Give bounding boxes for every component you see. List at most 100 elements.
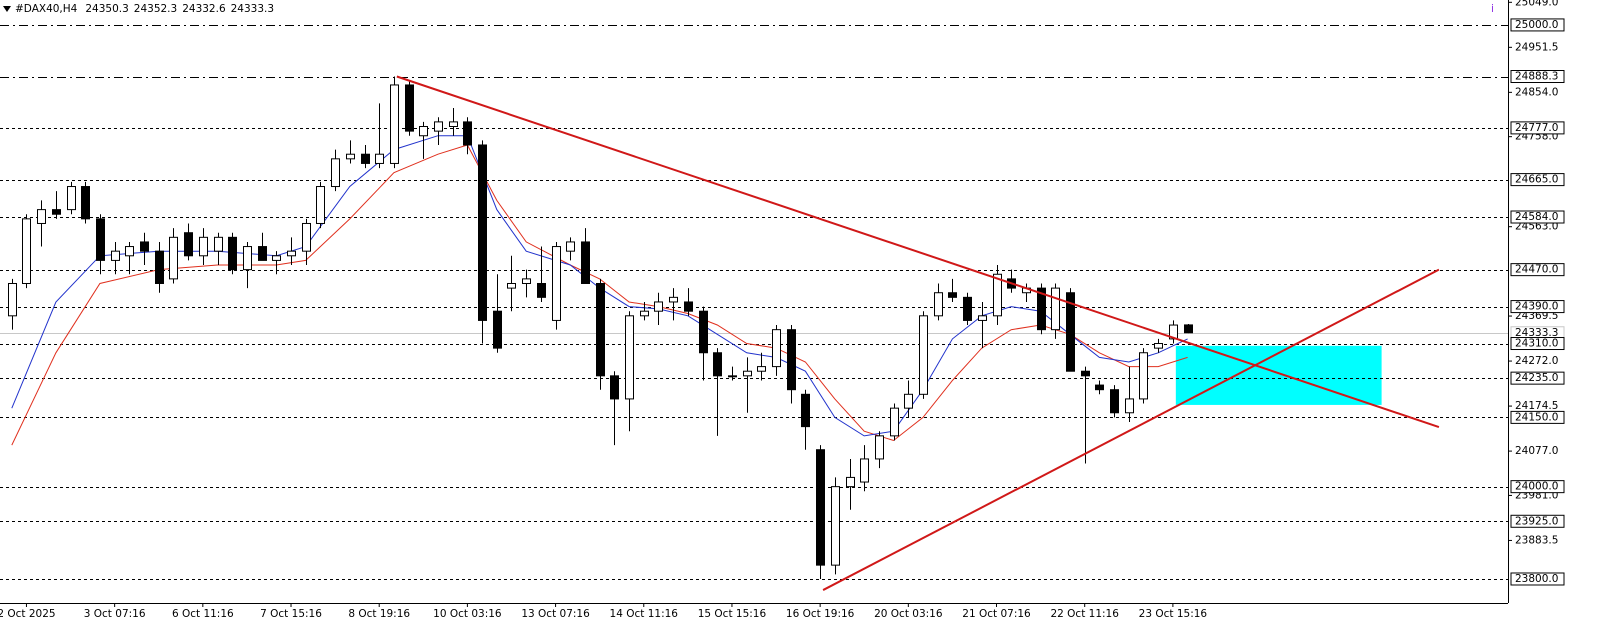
x-tick-label: 10 Oct 03:16 xyxy=(433,608,502,620)
candle-body xyxy=(787,329,796,391)
candle-body xyxy=(346,153,355,160)
x-tick-label: 21 Oct 07:16 xyxy=(962,608,1031,620)
level-label-box xyxy=(1510,70,1565,84)
level-label: 24584.0 xyxy=(1515,211,1558,223)
candle-body xyxy=(405,84,414,132)
header-high: 24352.3 xyxy=(134,3,177,15)
level-label-box xyxy=(1510,480,1565,494)
candle-body xyxy=(22,218,31,284)
candle-body xyxy=(596,282,605,377)
trendline xyxy=(822,268,1440,591)
header-low: 24332.6 xyxy=(182,3,226,15)
candle-body xyxy=(287,250,296,257)
info-marker[interactable]: i xyxy=(1491,3,1494,15)
candle-body xyxy=(1110,389,1119,414)
candle-body xyxy=(111,250,120,261)
symbol: #DAX40,H4 xyxy=(15,3,78,15)
x-tick-label: 8 Oct 19:16 xyxy=(348,608,410,620)
candle-body xyxy=(199,236,208,257)
level-label: 24470.0 xyxy=(1515,264,1558,276)
candle-body xyxy=(316,186,325,224)
candle-body xyxy=(625,315,634,400)
x-tick-label: 7 Oct 15:16 xyxy=(260,608,322,620)
candle-body xyxy=(713,352,722,377)
candle-body xyxy=(375,153,384,164)
candle-body xyxy=(67,186,76,211)
level-label-box xyxy=(1510,572,1565,586)
candle-body xyxy=(904,393,913,409)
y-tick-label: 24174.5 xyxy=(1515,400,1558,412)
candle-body xyxy=(243,246,252,271)
candle-body xyxy=(449,121,458,128)
y-tick-label: 24077.0 xyxy=(1515,445,1558,457)
y-tick-label: 24272.0 xyxy=(1515,355,1558,367)
candle-body xyxy=(566,241,575,252)
x-tick-label: 16 Oct 19:16 xyxy=(786,608,855,620)
level-label: 24777.0 xyxy=(1515,122,1558,134)
candle-body xyxy=(390,84,399,164)
candle-body xyxy=(699,310,708,354)
candle-body xyxy=(1169,324,1178,340)
candle-body xyxy=(478,144,487,321)
level-label: 24235.0 xyxy=(1515,372,1558,384)
level-label: 24390.0 xyxy=(1515,301,1558,313)
candle-body xyxy=(875,435,884,460)
y-tick-label: 23883.5 xyxy=(1515,534,1558,546)
level-label-box xyxy=(1510,300,1565,314)
level-label: 23925.0 xyxy=(1515,515,1558,527)
level-label-box xyxy=(1510,371,1565,385)
candle-body xyxy=(978,315,987,321)
candle-body xyxy=(610,375,619,400)
candle-body xyxy=(801,393,810,428)
candle-body xyxy=(258,246,267,261)
level-label: 24310.0 xyxy=(1515,338,1558,350)
level-label-box xyxy=(1510,121,1565,135)
candle-body xyxy=(934,292,943,317)
candle-body xyxy=(537,282,546,298)
candle-body xyxy=(728,375,737,378)
candle-body xyxy=(507,282,516,289)
header-open: 24350.3 xyxy=(85,3,128,15)
candle-body xyxy=(522,278,531,284)
candle-body xyxy=(96,218,105,261)
candle-body xyxy=(228,236,237,271)
level-label-box xyxy=(1510,263,1565,277)
candle-body xyxy=(890,407,899,437)
candle-body xyxy=(37,209,46,224)
x-tick-label: 3 Oct 07:16 xyxy=(84,608,146,620)
candle-body xyxy=(1154,343,1163,349)
candle-body xyxy=(552,246,561,321)
level-label-box xyxy=(1510,337,1565,351)
candle-body xyxy=(772,329,781,368)
level-label-box xyxy=(1510,410,1565,424)
x-tick-label: 2 Oct 2025 xyxy=(0,608,56,620)
candle-body xyxy=(993,273,1002,317)
candle-body xyxy=(140,241,149,252)
candle-body xyxy=(919,315,928,395)
candle-body xyxy=(669,296,678,303)
level-label: 24000.0 xyxy=(1515,481,1558,493)
candle-body xyxy=(640,310,649,317)
candle-body xyxy=(463,121,472,146)
candle-body xyxy=(8,282,17,317)
level-label: 24665.0 xyxy=(1515,174,1558,186)
level-label: 24888.3 xyxy=(1515,71,1558,83)
candle-body xyxy=(125,246,134,257)
candle-body xyxy=(302,222,311,252)
candle-body xyxy=(743,370,752,377)
candle-body xyxy=(1095,384,1104,391)
x-tick-label: 22 Oct 11:16 xyxy=(1050,608,1119,620)
candle-body xyxy=(419,126,428,137)
candle-body xyxy=(684,301,693,312)
menu-arrow[interactable] xyxy=(3,6,11,12)
level-label: 23800.0 xyxy=(1515,573,1558,585)
x-tick-label: 15 Oct 15:16 xyxy=(698,608,767,620)
y-tick-label: 24854.0 xyxy=(1515,86,1558,98)
candle-body xyxy=(1081,370,1090,377)
candle-body xyxy=(860,458,869,483)
candle-body xyxy=(963,296,972,321)
candle-body xyxy=(757,366,766,372)
